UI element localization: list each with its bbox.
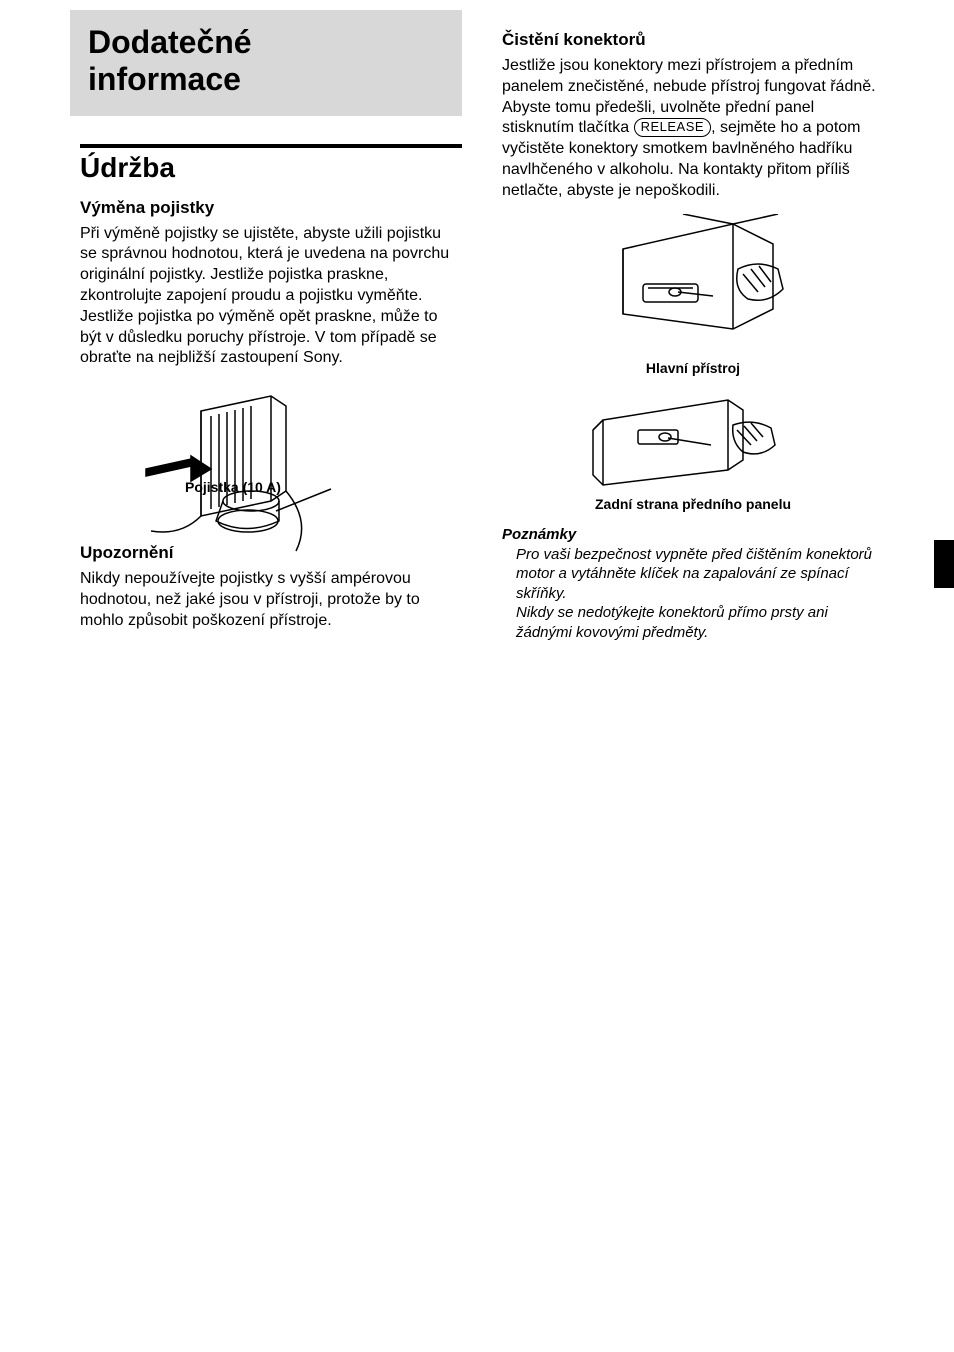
main-unit-illustration [583, 214, 803, 354]
front-panel-caption: Zadní strana předního panelu [502, 496, 884, 512]
chapter-title-line2: informace [88, 61, 241, 97]
front-panel-illustration [583, 390, 803, 490]
notes-body-2: Nikdy se nedotýkejte konektorů přímo prs… [502, 603, 884, 642]
connectors-body: Jestliže jsou konektory mezi přístrojem … [502, 56, 884, 202]
warning-title: Upozornění [80, 543, 462, 563]
chapter-title: Dodatečné informace [88, 24, 444, 98]
notes-title: Poznámky [502, 526, 884, 543]
fuse-subtitle: Výměna pojistky [80, 198, 462, 218]
warning-body: Nikdy nepoužívejte pojistky s vyšší ampé… [80, 569, 462, 631]
front-panel-figure: Zadní strana předního panelu [502, 390, 884, 512]
right-column: Čistění konektorů Jestliže jsou konektor… [502, 20, 884, 642]
left-column: Dodatečné informace Údržba Výměna pojist… [80, 20, 462, 642]
section-title: Údržba [80, 152, 462, 184]
main-unit-caption: Hlavní přístroj [502, 360, 884, 376]
page-content: Dodatečné informace Údržba Výměna pojist… [0, 0, 954, 662]
chapter-title-block: Dodatečné informace [70, 10, 462, 116]
chapter-title-line1: Dodatečné [88, 24, 252, 60]
fuse-illustration [121, 381, 421, 561]
fuse-figure-label: Pojistka (10 A) [185, 479, 281, 495]
release-button-label: RELEASE [634, 118, 711, 137]
fuse-body: Při výměně pojistky se ujistěte, abyste … [80, 224, 462, 370]
notes-body-1: Pro vaši bezpečnost vypněte před čištění… [502, 545, 884, 604]
main-unit-figure: Hlavní přístroj [502, 214, 884, 376]
connectors-subtitle: Čistění konektorů [502, 30, 884, 50]
section-rule [80, 144, 462, 148]
page-side-tab [934, 540, 954, 588]
